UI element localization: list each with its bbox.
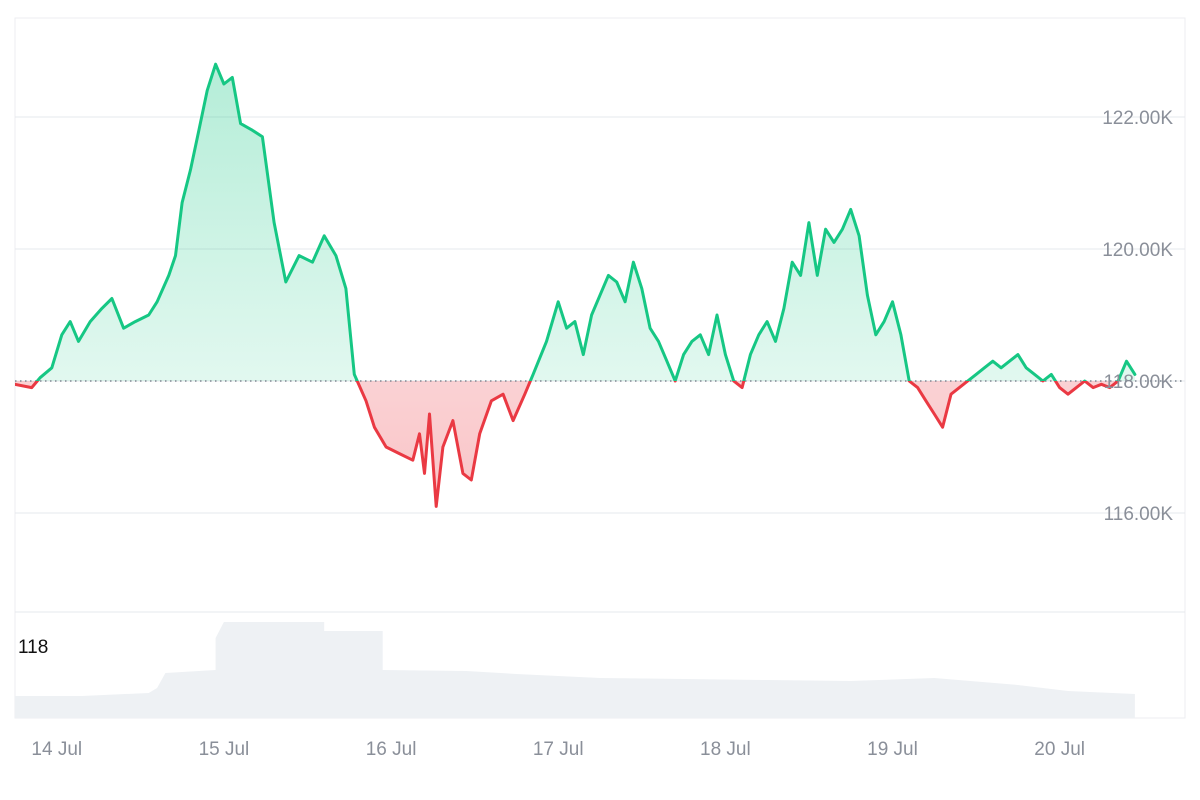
x-tick-label-2: 16 Jul (366, 739, 417, 760)
price-area-fill (15, 64, 1135, 507)
x-tick-label-5: 19 Jul (867, 739, 918, 760)
area-above-baseline (15, 64, 1135, 381)
price-line-below (15, 381, 1120, 508)
x-tick-label-3: 17 Jul (533, 739, 584, 760)
price-line (15, 62, 1137, 508)
x-tick-label-6: 20 Jul (1034, 739, 1085, 760)
x-tick-label-4: 18 Jul (700, 739, 751, 760)
y-tick-label-2: 120.00K (1102, 240, 1173, 261)
volume-label: 118 (18, 637, 48, 658)
x-tick-label-0: 14 Jul (31, 739, 82, 760)
y-axis-ticks: 116.00K 118.00K 120.00K 122.00K (1102, 108, 1173, 525)
y-tick-label-1: 118.00K (1104, 372, 1174, 393)
x-tick-label-1: 15 Jul (199, 739, 250, 760)
y-tick-label-3: 122.00K (1102, 108, 1173, 129)
volume-area (15, 622, 1135, 718)
x-axis-ticks: 14 Jul 15 Jul 16 Jul 17 Jul 18 Jul 19 Jul 20 J… (31, 739, 1085, 760)
price-line-above (35, 62, 1137, 381)
y-tick-label-0: 116.00K (1104, 504, 1174, 525)
volume-series (15, 622, 1135, 718)
